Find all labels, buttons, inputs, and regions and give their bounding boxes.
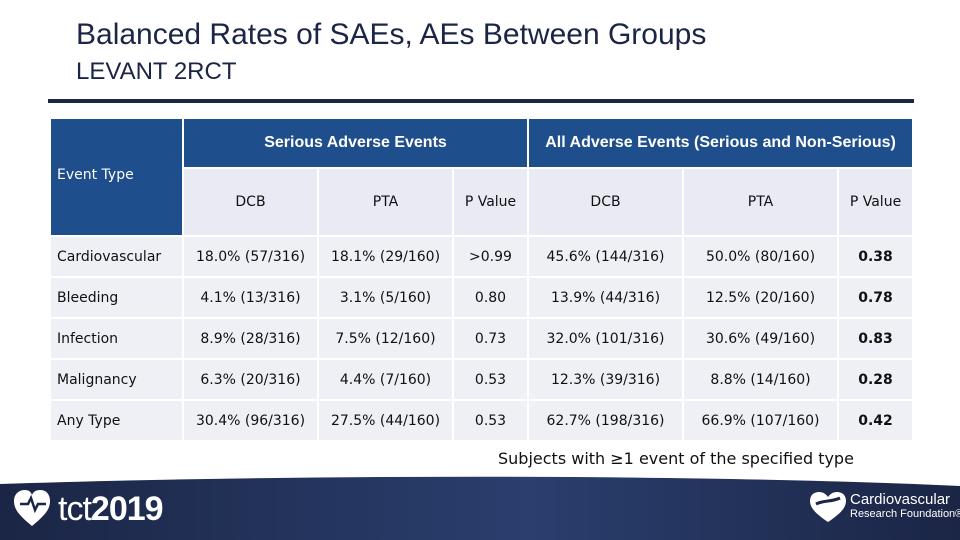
col-header-sae-pta: PTA	[317, 167, 454, 237]
cell-sae-pvalue: 0.53	[451, 399, 530, 442]
footer-band	[0, 476, 960, 540]
cell-sae-dcb: 4.1% (13/316)	[182, 276, 319, 319]
table-row: Malignancy 6.3% (20/316) 4.4% (7/160) 0.…	[49, 358, 915, 401]
cell-ae-dcb: 45.6% (144/316)	[527, 235, 685, 278]
cell-sae-pvalue: 0.73	[451, 317, 530, 360]
cell-ae-pta: 8.8% (14/160)	[682, 358, 840, 401]
cell-sae-pta: 27.5% (44/160)	[317, 399, 454, 442]
cell-sae-pvalue: 0.53	[451, 358, 530, 401]
row-label: Cardiovascular	[49, 235, 184, 278]
adverse-events-table: Event Type Serious Adverse Events All Ad…	[49, 117, 915, 442]
cell-ae-dcb: 62.7% (198/316)	[527, 399, 685, 442]
group-header-sae: Serious Adverse Events	[181, 117, 530, 169]
table-row: Infection 8.9% (28/316) 7.5% (12/160) 0.…	[49, 317, 915, 360]
cell-ae-pta: 12.5% (20/160)	[682, 276, 840, 319]
cell-sae-pvalue: >0.99	[451, 235, 530, 278]
cell-ae-pvalue: 0.83	[837, 317, 915, 360]
cell-ae-pvalue: 0.38	[837, 235, 915, 278]
crf-line1: Cardiovascular	[850, 491, 951, 508]
cell-ae-pvalue: 0.28	[837, 358, 915, 401]
heart-logo-icon	[14, 490, 50, 526]
tct-logo-wordmark: tct2019	[58, 490, 164, 528]
row-label: Infection	[49, 317, 184, 360]
cell-ae-dcb: 12.3% (39/316)	[527, 358, 685, 401]
cell-sae-pta: 3.1% (5/160)	[317, 276, 454, 319]
cell-ae-pta: 30.6% (49/160)	[682, 317, 840, 360]
col-header-ae-pvalue: P Value	[837, 167, 915, 237]
crf-line2: Research Foundation®	[850, 508, 960, 520]
crf-logo-text: Cardiovascular Research Foundation®	[850, 491, 960, 521]
cell-sae-dcb: 18.0% (57/316)	[182, 235, 319, 278]
cell-sae-pta: 18.1% (29/160)	[317, 235, 454, 278]
crf-heart-icon	[810, 492, 846, 522]
row-label: Malignancy	[49, 358, 184, 401]
col-header-sae-pvalue: P Value	[451, 167, 530, 237]
cell-sae-dcb: 30.4% (96/316)	[182, 399, 319, 442]
cell-ae-dcb: 13.9% (44/316)	[527, 276, 685, 319]
title-divider	[48, 99, 914, 103]
slide-title: Balanced Rates of SAEs, AEs Between Grou…	[76, 18, 707, 51]
cell-ae-pta: 66.9% (107/160)	[682, 399, 840, 442]
table-row: Bleeding 4.1% (13/316) 3.1% (5/160) 0.80…	[49, 276, 915, 319]
col-header-sae-dcb: DCB	[182, 167, 319, 237]
cell-sae-dcb: 6.3% (20/316)	[182, 358, 319, 401]
footnote: Subjects with ≥1 event of the specified …	[498, 449, 854, 468]
row-label: Any Type	[49, 399, 184, 442]
cell-sae-pta: 7.5% (12/160)	[317, 317, 454, 360]
cell-ae-dcb: 32.0% (101/316)	[527, 317, 685, 360]
cell-sae-dcb: 8.9% (28/316)	[182, 317, 319, 360]
cell-ae-pvalue: 0.42	[837, 399, 915, 442]
cell-sae-pvalue: 0.80	[451, 276, 530, 319]
cell-ae-pta: 50.0% (80/160)	[682, 235, 840, 278]
table-row: Cardiovascular 18.0% (57/316) 18.1% (29/…	[49, 235, 915, 278]
row-label: Bleeding	[49, 276, 184, 319]
col-header-ae-pta: PTA	[682, 167, 840, 237]
cell-sae-pta: 4.4% (7/160)	[317, 358, 454, 401]
event-type-header: Event Type	[49, 117, 184, 237]
col-header-ae-dcb: DCB	[527, 167, 685, 237]
cell-ae-pvalue: 0.78	[837, 276, 915, 319]
group-header-ae: All Adverse Events (Serious and Non-Seri…	[527, 117, 915, 169]
table-row: Any Type 30.4% (96/316) 27.5% (44/160) 0…	[49, 399, 915, 442]
slide-subtitle: LEVANT 2RCT	[76, 58, 237, 85]
